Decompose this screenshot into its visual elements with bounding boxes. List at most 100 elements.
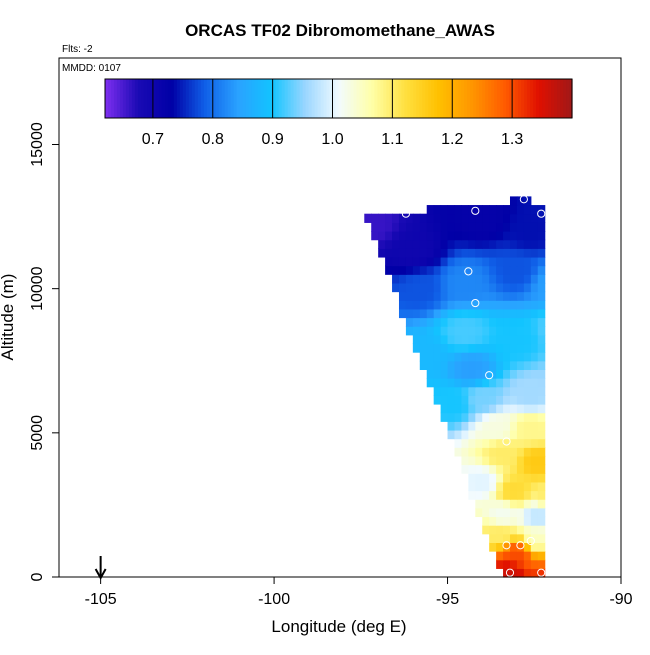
heatmap-cell — [475, 343, 483, 353]
colorbar-segment — [380, 79, 384, 118]
heatmap-cell — [496, 239, 504, 249]
heatmap-cell — [516, 222, 525, 232]
heatmap-cell — [461, 404, 469, 414]
heatmap-cell — [530, 378, 539, 388]
heatmap-cell — [398, 231, 407, 241]
sample-point — [537, 568, 546, 577]
heatmap-cell — [412, 300, 421, 310]
colorbar-segment — [383, 79, 387, 118]
heatmap-cell — [454, 213, 463, 223]
heatmap-cell — [419, 317, 428, 327]
heatmap-cell — [412, 282, 421, 293]
heatmap-cell — [489, 429, 497, 440]
heatmap-cell — [503, 386, 511, 396]
x-axis-label: Longitude (deg E) — [271, 617, 406, 636]
heatmap-cell — [523, 205, 532, 215]
heatmap-cell — [530, 282, 539, 293]
heatmap-cell — [482, 438, 490, 448]
heatmap-cell — [482, 516, 490, 526]
heatmap-cell — [433, 274, 442, 284]
colorbar-segment — [245, 79, 250, 118]
heatmap-cell — [516, 300, 525, 310]
heatmap-cell — [475, 213, 483, 223]
plot-area: -105 -100 -95 -90 0 5000 10000 15000 0.7 0.8 0.9 1.… — [29, 57, 633, 608]
heatmap-cell — [461, 231, 469, 241]
colorbar-segment — [476, 79, 480, 118]
heatmap-cell — [433, 222, 442, 232]
heatmap-cell — [489, 282, 497, 293]
colorbar-segment — [281, 79, 286, 118]
heatmap-cell — [496, 447, 504, 457]
heatmap-cell — [503, 525, 511, 535]
heatmap-cell — [461, 360, 469, 370]
heatmap-cell — [419, 222, 428, 232]
colorbar-segment — [371, 79, 376, 118]
heatmap-cell — [468, 369, 476, 379]
heatmap-cell — [475, 481, 483, 492]
colorbar-segment — [497, 79, 501, 118]
heatmap-cell — [398, 248, 407, 258]
heatmap-cell — [509, 421, 518, 431]
colorbar-segment — [527, 79, 531, 118]
heatmap-cell — [489, 395, 497, 405]
colorbar-segment — [419, 79, 423, 118]
heatmap-cell — [440, 222, 449, 232]
heatmap-cell — [412, 239, 421, 249]
heatmap-cell — [537, 326, 546, 336]
heatmap-cell — [468, 395, 476, 405]
heatmap-cell — [509, 317, 518, 327]
heatmap-cell — [509, 343, 518, 353]
heatmap-cell — [509, 404, 518, 414]
heatmap-cell — [537, 464, 546, 474]
heatmap-cell — [475, 282, 483, 293]
heatmap-cell — [371, 231, 379, 241]
heatmap-cell — [509, 369, 518, 379]
heatmap-cell — [489, 222, 497, 232]
heatmap-cell — [468, 412, 476, 422]
heatmap-cell — [496, 490, 504, 500]
heatmap-cell — [440, 256, 449, 267]
colorbar-segment — [161, 79, 166, 118]
colorbar-segment — [344, 79, 349, 118]
heatmap-cell — [447, 412, 456, 422]
heatmap-cell — [523, 196, 532, 206]
heatmap-cell — [447, 274, 456, 284]
heatmap-cell — [468, 248, 476, 258]
heatmap-cell — [530, 429, 539, 440]
heatmap-cell — [412, 334, 421, 345]
heatmap-cell — [489, 464, 497, 474]
colorbar-segment — [554, 79, 558, 118]
heatmap-cell — [482, 507, 490, 518]
sample-point — [502, 437, 511, 446]
heatmap-cell — [537, 300, 546, 310]
colorbar-segment — [353, 79, 358, 118]
heatmap-cell — [447, 429, 456, 440]
heatmap-cell — [530, 464, 539, 474]
heatmap-cell — [426, 317, 435, 327]
heatmap-cell — [496, 507, 504, 518]
colorbar-segment — [242, 79, 247, 118]
heatmap-cell — [489, 360, 497, 370]
heatmap-cell — [454, 438, 463, 448]
colorbar-segment — [197, 79, 202, 118]
heatmap-cell — [440, 395, 449, 405]
mmdd-label: MMDD: 0107 — [62, 63, 121, 74]
heatmap-cell — [537, 551, 546, 561]
heatmap-cell — [440, 213, 449, 223]
colorbar-segment — [206, 79, 211, 118]
heatmap-cell — [537, 317, 546, 327]
heatmap-cell — [454, 308, 463, 319]
heatmap-cell — [537, 248, 546, 258]
heatmap-cell — [482, 308, 490, 319]
colorbar-segment — [254, 79, 259, 118]
heatmap-cell — [482, 265, 490, 275]
heatmap-cell — [523, 334, 532, 345]
heatmap-cell — [523, 559, 532, 569]
heatmap-cell — [516, 559, 525, 569]
heatmap-cell — [516, 542, 525, 552]
heatmap-cell — [447, 343, 456, 353]
heatmap-cell — [503, 248, 511, 258]
colorbar-segment — [299, 79, 304, 118]
heatmap-cell — [468, 481, 476, 492]
heatmap-cell — [509, 481, 518, 492]
